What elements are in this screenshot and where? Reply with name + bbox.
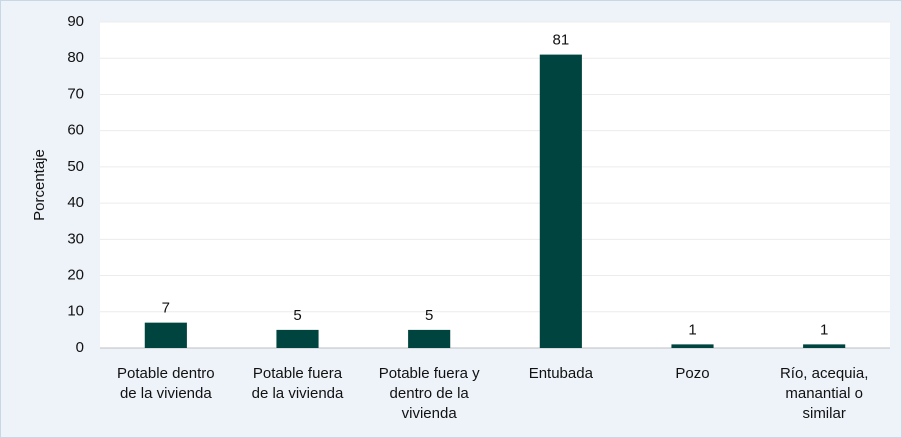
x-tick-label: Entubada <box>529 365 594 382</box>
x-tick-label: Potable fuera y dentro de la vivienda <box>379 365 480 422</box>
data-label: 7 <box>162 300 170 317</box>
y-tick-label: 50 <box>67 158 84 175</box>
data-label: 1 <box>820 321 828 338</box>
bar <box>803 344 846 348</box>
y-tick-label: 80 <box>67 49 84 66</box>
bar <box>408 329 451 348</box>
plot-area <box>100 22 890 348</box>
y-tick-label: 70 <box>67 85 84 102</box>
y-tick-label: 60 <box>67 122 84 139</box>
y-tick-label: 90 <box>67 13 84 30</box>
x-tick-label: Pozo <box>675 365 709 382</box>
bar <box>539 54 582 348</box>
data-label: 81 <box>552 32 569 49</box>
y-tick-label: 20 <box>67 267 84 284</box>
data-label: 5 <box>293 307 301 324</box>
bar <box>276 329 319 348</box>
y-tick-label: 30 <box>67 230 84 247</box>
y-tick-label: 0 <box>76 339 84 356</box>
x-tick-label: Río, acequia, manantial o similar <box>780 365 868 422</box>
bar <box>671 344 714 348</box>
data-label: 5 <box>425 307 433 324</box>
y-axis-label: Porcentaje <box>31 149 48 221</box>
bar <box>144 322 187 348</box>
x-tick-label: Potable dentro de la vivienda <box>117 365 215 402</box>
y-tick-label: 40 <box>67 194 84 211</box>
y-tick-label: 10 <box>67 303 84 320</box>
x-tick-label: Potable fuera de la vivienda <box>252 365 344 402</box>
data-label: 1 <box>688 321 696 338</box>
